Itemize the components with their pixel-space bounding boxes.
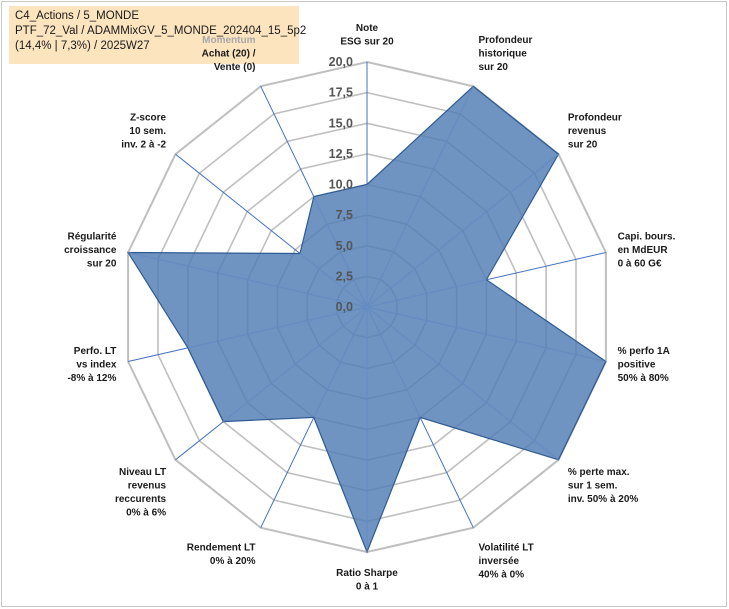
radar-axis-overlay xyxy=(366,279,487,308)
radar-axis-overlay xyxy=(366,306,559,461)
radar-axis-overlay xyxy=(366,153,559,308)
category-label-line: sur 20 xyxy=(87,259,117,270)
category-label-line: ESG sur 20 xyxy=(340,37,394,48)
category-label-line: positive xyxy=(618,359,656,370)
radial-tick-label: 2,5 xyxy=(336,269,353,283)
category-label-line: revenus xyxy=(128,481,167,492)
category-label-line: Vente (0) xyxy=(214,62,256,73)
category-label-line: Rendement LT xyxy=(187,543,256,554)
category-label-line: Régularité xyxy=(67,232,116,243)
category-label-line: 0 à 60 G€ xyxy=(618,259,662,270)
category-label-line: Momentum xyxy=(202,35,255,46)
radial-tick-label: 10,0 xyxy=(329,178,353,192)
category-label-line: vs index xyxy=(76,359,116,370)
radial-tick-label: 20,0 xyxy=(329,55,353,69)
radial-tick-label: 0,0 xyxy=(336,300,353,314)
title-line-3: (14,4% | 7,3%) / 2025W27 xyxy=(15,40,150,52)
category-label-line: -8% à 12% xyxy=(67,373,116,384)
radial-tick-label: 17,5 xyxy=(329,86,353,100)
category-label-line: revenus xyxy=(568,126,607,137)
chart-title-box: C4_Actions / 5_MONDE PTF_72_Val / ADAMMi… xyxy=(9,6,307,64)
category-label-line: historique xyxy=(479,49,528,60)
category-label-line: Ratio Sharpe xyxy=(336,568,398,579)
category-label-line: Note xyxy=(356,23,379,34)
category-label-line: 0% à 20% xyxy=(210,556,256,567)
category-label: Note ESG sur 20 xyxy=(340,23,394,48)
radar-axis-overlay xyxy=(187,306,368,349)
category-label-line: 0% à 6% xyxy=(126,508,166,519)
radar-axis-overlay xyxy=(313,306,368,418)
category-label-line: 40% à 0% xyxy=(479,570,525,581)
category-label-line: Profondeur xyxy=(479,35,533,46)
radial-tick-label: 12,5 xyxy=(329,147,353,161)
category-label-line: 0 à 1 xyxy=(356,582,379,593)
title-line-2: PTF_72_Val / ADAMMixGV_5_MONDE_202404_15… xyxy=(15,25,307,37)
radial-tick-label: 7,5 xyxy=(336,208,353,222)
radar-series xyxy=(127,85,607,554)
category-label: Capi. bours. en MdEUR 0 à 60 G€ xyxy=(618,232,676,270)
category-label: Niveau LT revenus reccurents 0% à 6% xyxy=(115,467,167,519)
category-label: Profondeur historique sur 20 xyxy=(479,35,533,73)
title-line-1: C4_Actions / 5_MONDE xyxy=(15,10,139,22)
category-label: Régularité croissance sur 20 xyxy=(64,232,117,270)
category-label-line: sur 20 xyxy=(479,62,509,73)
category-label-line: en MdEUR xyxy=(618,245,669,256)
radial-tick-labels: 0,0 2,5 5,0 7,5 10,0 12,5 15,0 17,5 20,0 xyxy=(329,55,353,314)
category-label-line: % perte max. xyxy=(568,467,630,478)
category-label-line: Volatilité LT xyxy=(479,543,534,554)
category-label-line: Profondeur xyxy=(568,112,622,123)
radar-axis-overlay xyxy=(366,86,474,308)
category-label: % perte max. sur 1 sem. inv. 50% à 20% xyxy=(568,467,639,505)
category-label-line: inversée xyxy=(479,556,520,567)
category-label: Z-score 10 sem. inv. 2 à -2 xyxy=(121,112,166,150)
category-labels: Note ESG sur 20 Profondeur historique sur 20… xyxy=(64,23,675,593)
radial-tick-label: 5,0 xyxy=(336,239,353,253)
radar-axis-overlay xyxy=(223,306,368,422)
radar-axis-overlay xyxy=(366,306,421,418)
category-label: Rendement LT 0% à 20% xyxy=(187,543,256,568)
radial-tick-label: 15,0 xyxy=(329,116,353,130)
category-label: Momentum Achat (20) / Vente (0) xyxy=(202,35,256,73)
category-label-line: Achat (20) / xyxy=(202,49,256,60)
category-label-line: croissance xyxy=(64,245,117,256)
radar-axis-overlay xyxy=(313,196,368,308)
category-label-line: Capi. bours. xyxy=(618,232,676,243)
category-label-line: Perfo. LT xyxy=(74,346,117,357)
category-label-line: inv. 50% à 20% xyxy=(568,494,639,505)
category-label-line: Z-score xyxy=(130,112,167,123)
category-label: Profondeur revenus sur 20 xyxy=(568,112,622,150)
category-label: Ratio Sharpe 0 à 1 xyxy=(336,568,398,593)
category-label-line: 10 sem. xyxy=(129,126,166,137)
category-label: Volatilité LT inversée 40% à 0% xyxy=(479,543,534,581)
category-label-line: inv. 2 à -2 xyxy=(121,139,166,150)
category-label-line: sur 20 xyxy=(568,139,598,150)
category-label-line: Niveau LT xyxy=(119,467,166,478)
radar-axis-overlay xyxy=(128,252,368,308)
category-label: Perfo. LT vs index -8% à 12% xyxy=(67,346,116,384)
radar-axis-overlay xyxy=(366,306,606,362)
radar-axis-overlay xyxy=(299,253,368,308)
category-label-line: reccurents xyxy=(115,494,167,505)
category-label: % perfo 1A positive 50% à 80% xyxy=(618,346,670,384)
category-label-line: sur 1 sem. xyxy=(568,481,618,492)
category-label-line: % perfo 1A xyxy=(618,346,670,357)
category-label-line: 50% à 80% xyxy=(618,373,669,384)
